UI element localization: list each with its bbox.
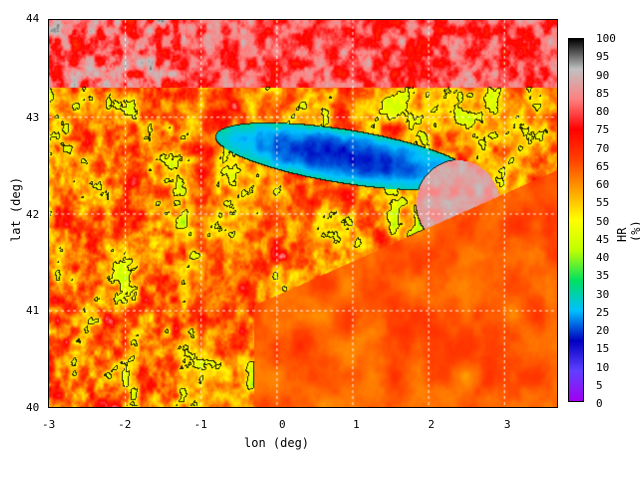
colorbar-tick: 45 <box>596 232 610 246</box>
colorbar-tick: 75 <box>596 123 610 137</box>
colorbar-tick: 20 <box>596 324 610 337</box>
colorbar-tick: 50 <box>596 214 610 228</box>
y-tick: 44 <box>26 12 40 25</box>
colorbar-tick: 95 <box>596 50 610 64</box>
colorbar-tick: 10 <box>596 360 610 374</box>
colorbar-tick: 25 <box>596 305 610 319</box>
x-tick: 2 <box>428 418 435 431</box>
x-tick: -1 <box>194 418 208 431</box>
humidity-heatmap <box>49 20 557 407</box>
x-tick: -3 <box>42 418 56 431</box>
y-axis-title: lat (deg) <box>9 176 23 242</box>
x-tick: -2 <box>118 418 132 431</box>
x-tick: 3 <box>504 418 511 431</box>
colorbar-tick: 0 <box>596 397 603 410</box>
map-plot-area <box>48 19 558 408</box>
colorbar-tick: 80 <box>596 105 610 118</box>
colorbar-tick: 40 <box>596 251 610 264</box>
y-tick: 43 <box>26 111 40 124</box>
colorbar-tick: 85 <box>596 86 610 100</box>
colorbar-tick: 35 <box>596 269 610 283</box>
colorbar-tick: 15 <box>596 342 610 356</box>
colorbar-title: HR (%) <box>615 220 640 242</box>
y-tick: 42 <box>26 208 40 221</box>
colorbar-tick: 30 <box>596 287 610 301</box>
colorbar-tick: 55 <box>596 196 610 210</box>
x-tick: 1 <box>353 418 360 431</box>
colorbar <box>568 38 584 402</box>
colorbar-tick: 60 <box>596 178 610 191</box>
y-tick: 41 <box>26 304 40 317</box>
colorbar-tick: 65 <box>596 159 610 173</box>
x-axis-title: lon (deg) <box>244 436 310 450</box>
colorbar-tick: 5 <box>596 378 603 392</box>
x-tick: 0 <box>279 418 286 431</box>
y-tick: 40 <box>26 401 40 414</box>
colorbar-tick: 100 <box>596 32 616 45</box>
colorbar-tick: 90 <box>596 68 610 82</box>
colorbar-tick: 70 <box>596 141 610 155</box>
